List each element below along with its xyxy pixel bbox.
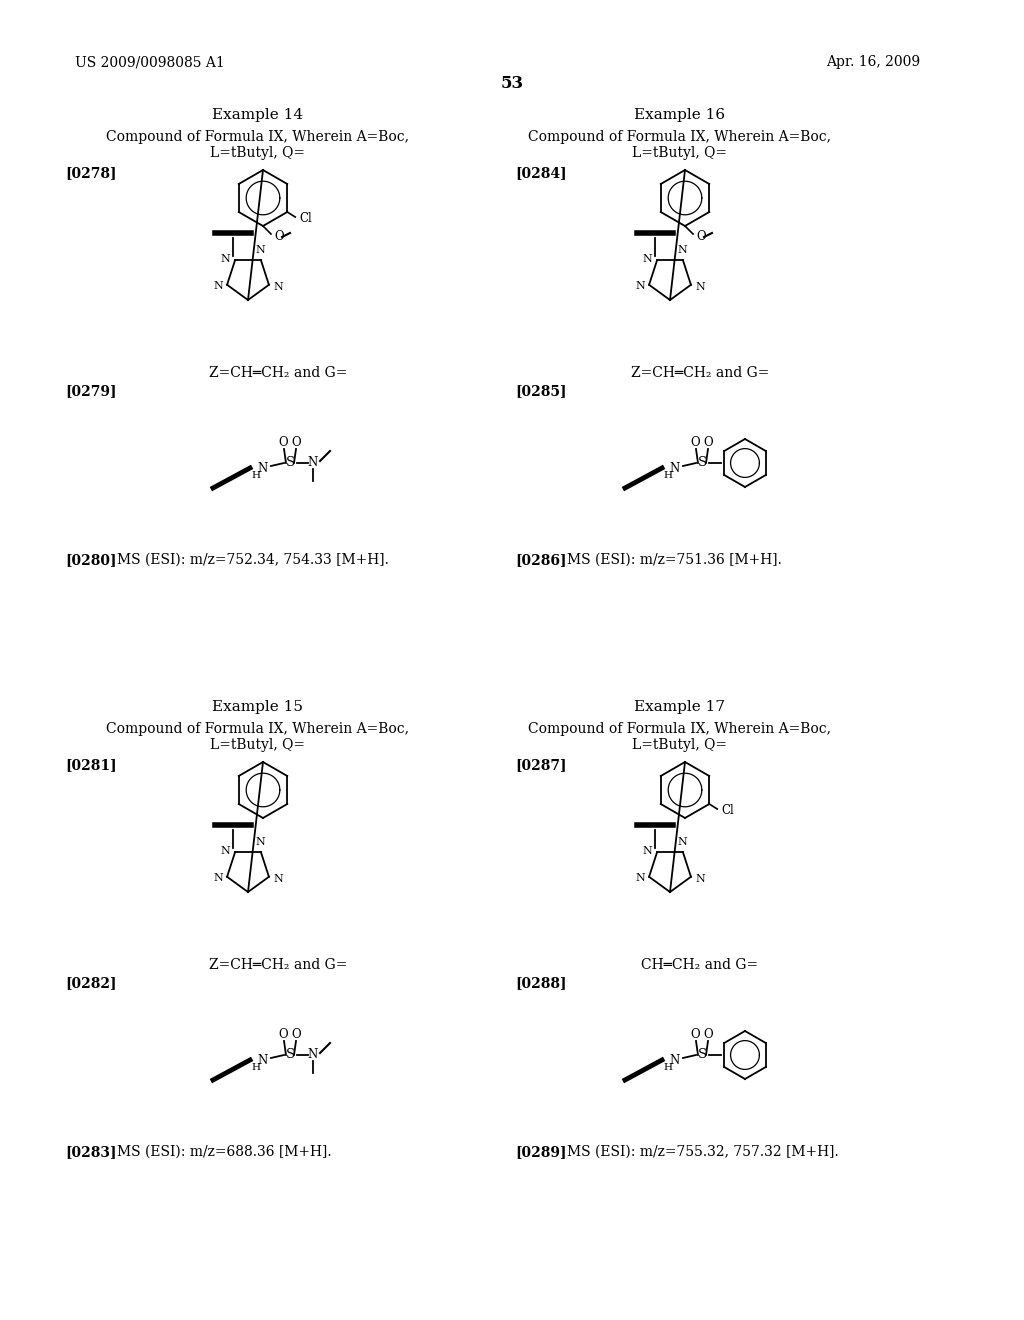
Text: Z=CH═CH₂ and G=: Z=CH═CH₂ and G= [209,958,347,972]
Text: L=tButyl, Q=: L=tButyl, Q= [633,147,727,160]
Text: L=tButyl, Q=: L=tButyl, Q= [211,147,305,160]
Text: N: N [677,246,687,255]
Text: H: H [252,1063,260,1072]
Text: N: N [258,1053,268,1067]
Text: N: N [220,255,230,264]
Text: N: N [635,281,645,290]
Text: N: N [273,874,283,884]
Text: MS (ESI): m/z=688.36 [M+H].: MS (ESI): m/z=688.36 [M+H]. [117,1144,332,1159]
Text: Z=CH═CH₂ and G=: Z=CH═CH₂ and G= [631,366,769,380]
Text: Example 17: Example 17 [635,700,725,714]
Text: N: N [308,1048,318,1061]
Text: [0286]: [0286] [515,553,566,568]
Text: S: S [697,1048,707,1061]
Text: N: N [213,873,223,883]
Text: O: O [279,437,288,450]
Text: N: N [670,1053,680,1067]
Text: [0284]: [0284] [515,166,566,180]
Text: S: S [697,457,707,470]
Text: Compound of Formula IX, Wherein A=Boc,: Compound of Formula IX, Wherein A=Boc, [528,129,831,144]
Text: Z=CH═CH₂ and G=: Z=CH═CH₂ and G= [209,366,347,380]
Text: [0279]: [0279] [65,384,117,399]
Text: 53: 53 [501,75,523,92]
Text: Example 14: Example 14 [212,108,303,121]
Text: Cl: Cl [299,211,312,224]
Text: N: N [220,846,230,857]
Text: N: N [213,281,223,290]
Text: [0282]: [0282] [65,975,117,990]
Text: [0288]: [0288] [515,975,566,990]
Text: S: S [286,1048,295,1061]
Text: O: O [274,231,284,243]
Text: O: O [696,231,706,243]
Text: MS (ESI): m/z=752.34, 754.33 [M+H].: MS (ESI): m/z=752.34, 754.33 [M+H]. [117,553,389,568]
Text: Compound of Formula IX, Wherein A=Boc,: Compound of Formula IX, Wherein A=Boc, [106,722,410,737]
Text: [0289]: [0289] [515,1144,566,1159]
Text: O: O [703,1028,713,1041]
Text: N: N [258,462,268,474]
Text: N: N [308,457,318,470]
Text: [0285]: [0285] [515,384,566,399]
Text: H: H [252,470,260,479]
Text: US 2009/0098085 A1: US 2009/0098085 A1 [75,55,224,69]
Text: Cl: Cl [721,804,734,817]
Text: H: H [664,1063,673,1072]
Text: O: O [291,1028,301,1041]
Text: N: N [642,255,652,264]
Text: O: O [703,437,713,450]
Text: N: N [695,281,705,292]
Text: N: N [670,462,680,474]
Text: H: H [664,470,673,479]
Text: MS (ESI): m/z=755.32, 757.32 [M+H].: MS (ESI): m/z=755.32, 757.32 [M+H]. [567,1144,839,1159]
Text: Example 15: Example 15 [213,700,303,714]
Text: [0280]: [0280] [65,553,117,568]
Text: L=tButyl, Q=: L=tButyl, Q= [633,738,727,752]
Text: [0278]: [0278] [65,166,117,180]
Text: N: N [695,874,705,884]
Text: Example 16: Example 16 [635,108,726,121]
Text: N: N [255,246,265,255]
Text: O: O [690,1028,699,1041]
Text: O: O [279,1028,288,1041]
Text: N: N [255,837,265,847]
Text: [0287]: [0287] [515,758,566,772]
Text: Compound of Formula IX, Wherein A=Boc,: Compound of Formula IX, Wherein A=Boc, [106,129,410,144]
Text: [0283]: [0283] [65,1144,117,1159]
Text: MS (ESI): m/z=751.36 [M+H].: MS (ESI): m/z=751.36 [M+H]. [567,553,782,568]
Text: L=tButyl, Q=: L=tButyl, Q= [211,738,305,752]
Text: N: N [273,281,283,292]
Text: Apr. 16, 2009: Apr. 16, 2009 [826,55,920,69]
Text: N: N [642,846,652,857]
Text: S: S [286,457,295,470]
Text: N: N [635,873,645,883]
Text: Compound of Formula IX, Wherein A=Boc,: Compound of Formula IX, Wherein A=Boc, [528,722,831,737]
Text: O: O [690,437,699,450]
Text: CH═CH₂ and G=: CH═CH₂ and G= [641,958,759,972]
Text: [0281]: [0281] [65,758,117,772]
Text: O: O [291,437,301,450]
Text: N: N [677,837,687,847]
